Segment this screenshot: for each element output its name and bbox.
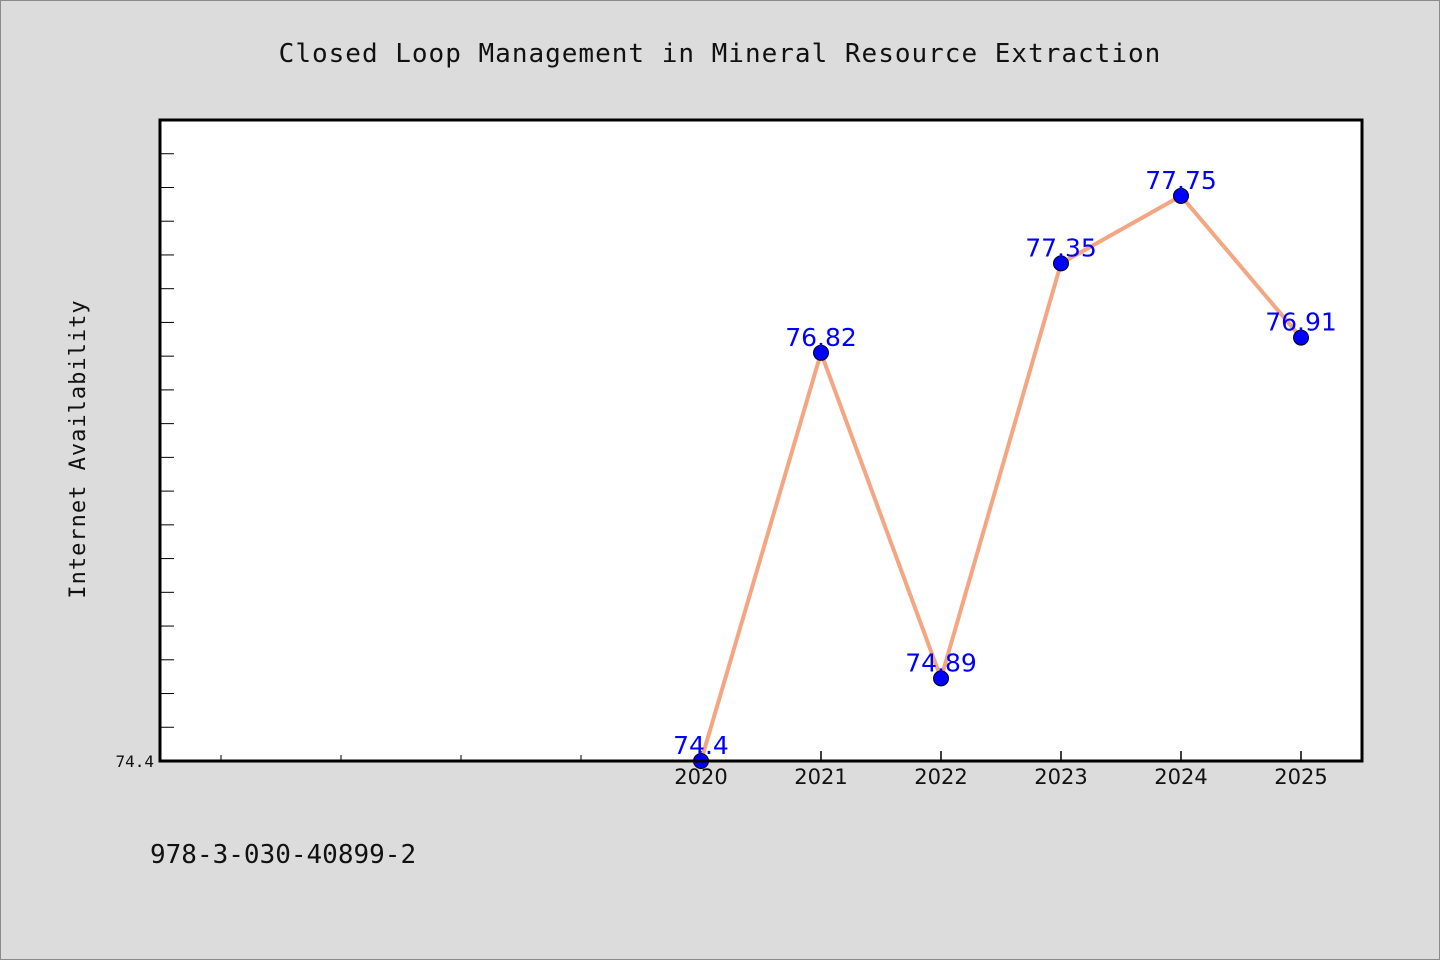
x-tick-label: 2021 [794, 765, 847, 789]
data-label: 76.82 [785, 323, 857, 352]
data-label: 74.4 [673, 731, 729, 760]
footer-text: 978-3-030-40899-2 [150, 840, 416, 870]
data-point [1053, 255, 1069, 272]
data-point [933, 670, 949, 687]
y-tick-label: 74.4 [115, 752, 154, 771]
data-label: 74.89 [905, 648, 977, 677]
x-tick-label: 2022 [914, 765, 967, 789]
y-axis-ticks: 74.4 [115, 119, 174, 771]
x-tick-label: 2024 [1154, 765, 1207, 789]
plot-area [160, 120, 1362, 761]
x-tick-label: 2025 [1274, 765, 1327, 789]
data-point [1173, 187, 1189, 204]
series-line [699, 193, 1303, 763]
data-label: 76.91 [1265, 308, 1337, 337]
data-labels-layer: 74.4 76.82 74.89 77.35 77.75 76.91 [673, 166, 1337, 760]
plot-frame [158, 118, 1364, 763]
data-label: 77.35 [1025, 233, 1097, 262]
x-tick-label: 2023 [1034, 765, 1087, 789]
data-point [1293, 329, 1309, 346]
chart-title: Closed Loop Management in Mineral Resour… [279, 39, 1162, 69]
data-point [813, 344, 829, 361]
data-label: 77.75 [1145, 166, 1217, 195]
series-layer [693, 187, 1309, 769]
y-axis-label: Internet Availability [66, 299, 91, 598]
